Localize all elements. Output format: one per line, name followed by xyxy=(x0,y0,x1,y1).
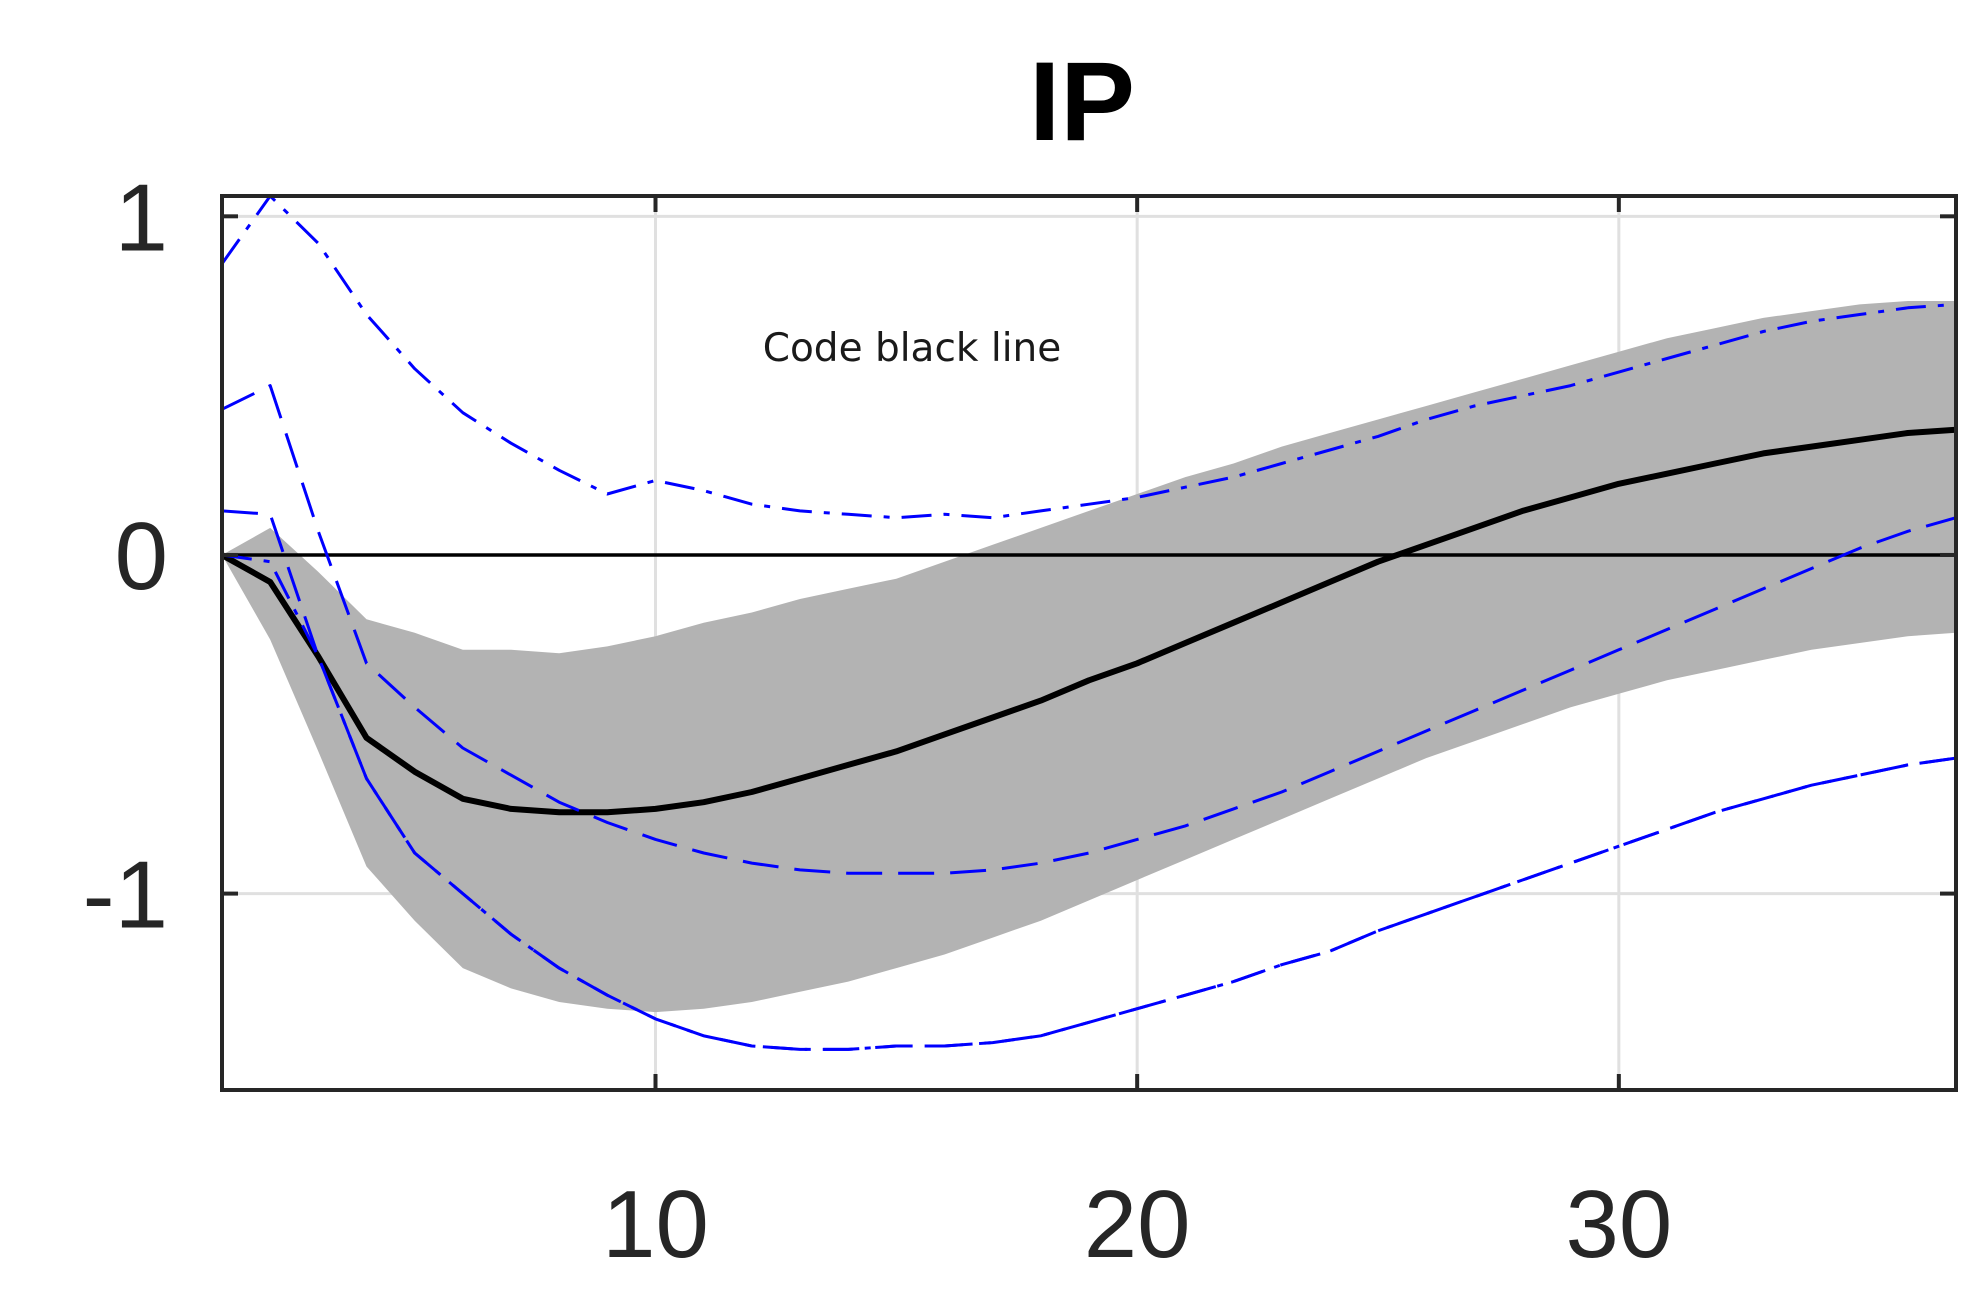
plot-frame xyxy=(220,194,1958,1092)
annotation-text: Code black line xyxy=(763,326,1062,371)
x-tick-label-2: 30 xyxy=(1565,1171,1672,1278)
confidence-band xyxy=(222,301,1956,1013)
series-line-0 xyxy=(222,426,1956,816)
series-line-4 xyxy=(222,553,1956,1051)
y-axis-tick-labels: -1 0 1 xyxy=(83,164,168,948)
chart-title: IP xyxy=(1029,39,1135,164)
x-tick-label-1: 20 xyxy=(1084,1171,1191,1278)
x-tick-label-0: 10 xyxy=(602,1171,709,1278)
series-line-1 xyxy=(222,384,1956,875)
plot-area xyxy=(220,194,1958,1092)
series-line-3 xyxy=(222,196,1956,520)
y-tick-label-2: 1 xyxy=(115,164,168,271)
y-tick-label-1: 0 xyxy=(115,503,168,610)
y-tick-label-0: -1 xyxy=(83,842,168,949)
x-axis-tick-labels: 10 20 30 xyxy=(602,1171,1672,1278)
